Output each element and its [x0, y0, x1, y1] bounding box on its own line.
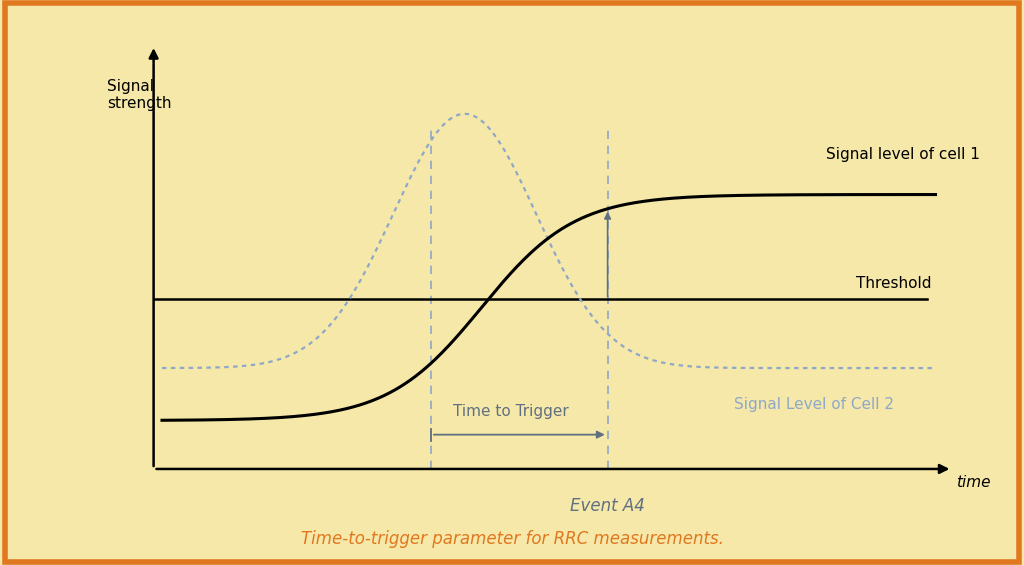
Text: Threshold: Threshold — [856, 276, 931, 292]
Text: Event A4: Event A4 — [570, 497, 645, 515]
Text: Signal Level of Cell 2: Signal Level of Cell 2 — [734, 397, 894, 412]
Text: Time-to-trigger parameter for RRC measurements.: Time-to-trigger parameter for RRC measur… — [301, 530, 723, 548]
Text: Signal level of cell 1: Signal level of cell 1 — [826, 147, 980, 162]
Text: Signal
strength: Signal strength — [108, 79, 172, 111]
Text: time: time — [956, 475, 991, 490]
Text: Time to Trigger: Time to Trigger — [453, 403, 568, 419]
